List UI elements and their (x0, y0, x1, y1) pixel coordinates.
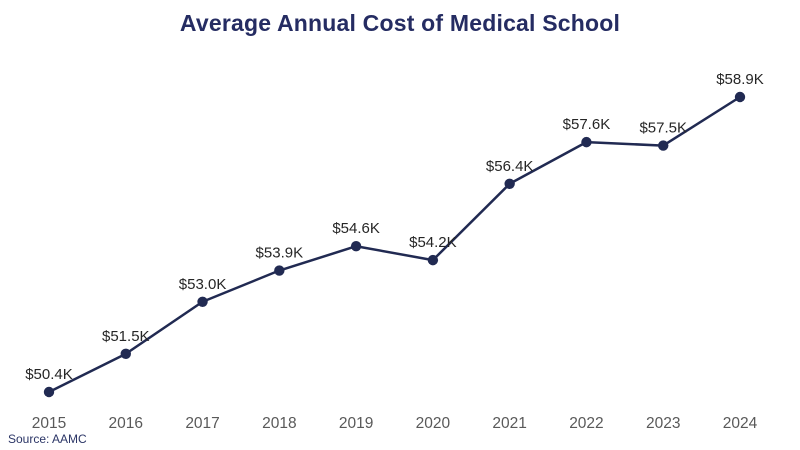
chart-title: Average Annual Cost of Medical School (179, 10, 621, 36)
source-note: Source: AAMC (8, 432, 87, 446)
data-label-2019: $54.6K (332, 220, 380, 237)
data-label-2017: $53.0K (179, 276, 227, 293)
data-point-2023 (658, 140, 669, 151)
x-axis-label-2016: 2016 (109, 415, 143, 432)
data-label-2016: $51.5K (102, 328, 150, 345)
data-label-2022: $57.6K (563, 116, 611, 133)
cost-line (47, 95, 742, 394)
x-axis-label-2021: 2021 (492, 415, 526, 432)
x-axis-label-2024: 2024 (723, 415, 758, 432)
data-point-2018 (274, 265, 285, 276)
data-point-2017 (197, 296, 208, 307)
data-label-2021: $56.4K (486, 158, 534, 175)
data-label-2015: $50.4K (25, 366, 73, 383)
data-label-2023: $57.5K (639, 120, 687, 137)
data-label-2018: $53.9K (256, 245, 304, 262)
data-point-2016 (120, 348, 131, 360)
data-point-2024 (734, 91, 746, 103)
x-axis-label-2017: 2017 (185, 415, 219, 432)
data-label-2024: $58.9K (716, 71, 764, 88)
x-axis-label-2020: 2020 (416, 415, 451, 432)
x-axis-label-2019: 2019 (339, 415, 373, 432)
data-point-2021 (504, 178, 515, 189)
x-axis-label-2023: 2023 (646, 415, 680, 432)
data-point-2019 (350, 241, 362, 252)
x-axis-label-2022: 2022 (569, 415, 603, 432)
data-label-2020: $54.2K (409, 234, 457, 251)
data-point-2022 (581, 136, 592, 148)
x-axis-label-2015: 2015 (32, 415, 66, 432)
data-point-2015 (43, 386, 55, 398)
data-point-2020 (427, 254, 439, 266)
x-axis-label-2018: 2018 (262, 415, 296, 432)
